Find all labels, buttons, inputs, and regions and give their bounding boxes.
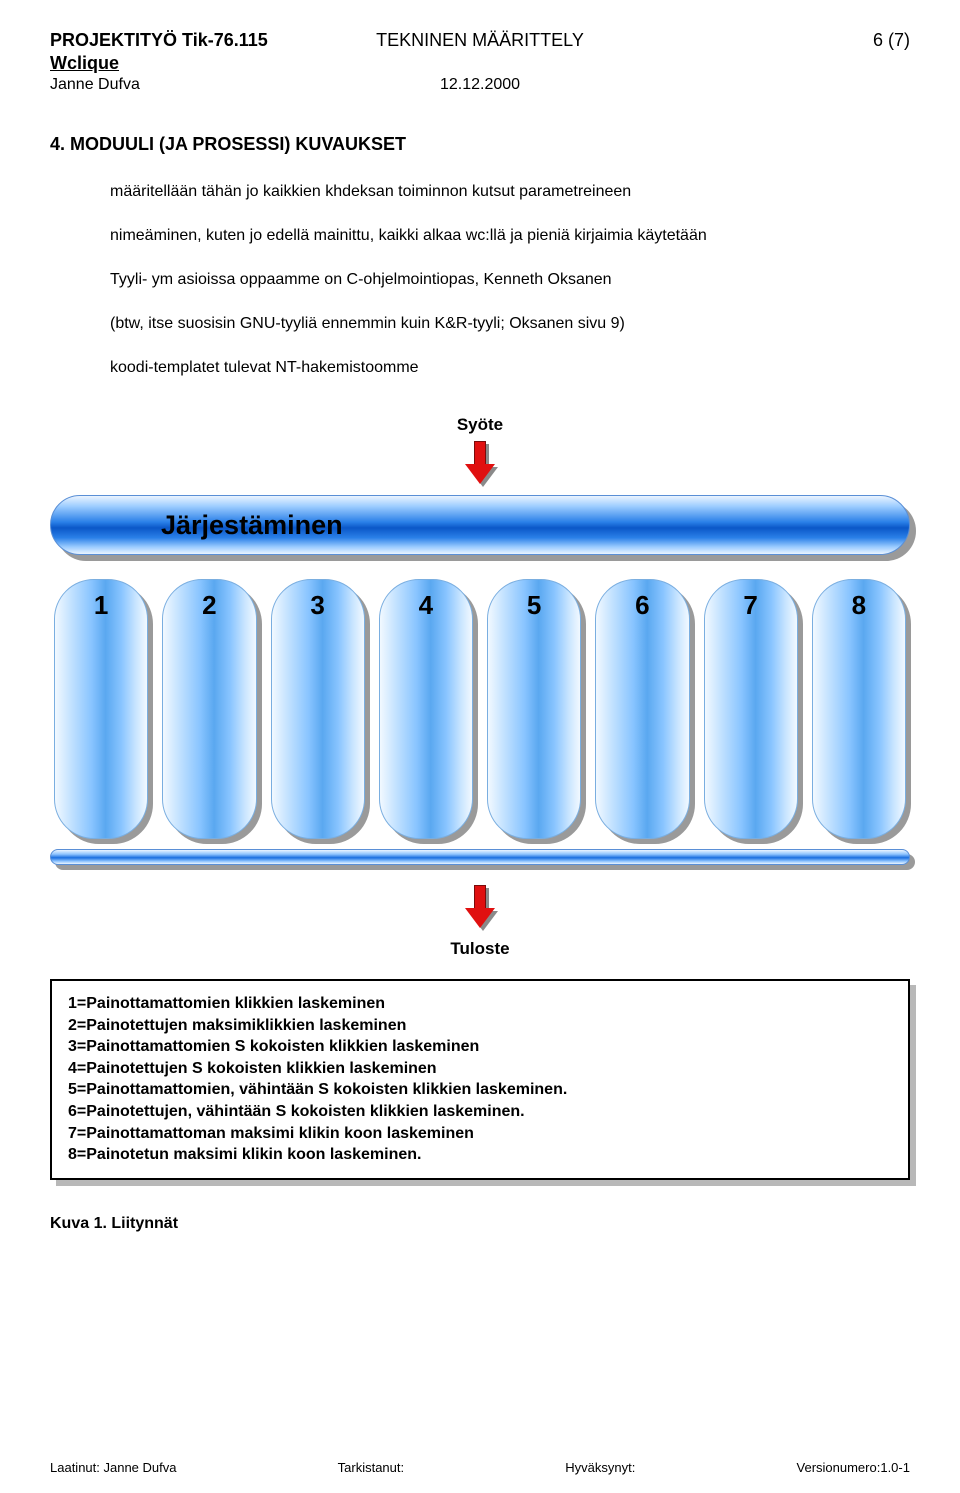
process-column: 5	[487, 579, 581, 839]
legend-line: 7=Painottamattoman maksimi klikin koon l…	[68, 1123, 892, 1145]
project-id: PROJEKTITYÖ Tik-76.115	[50, 30, 337, 51]
legend-line: 8=Painotetun maksimi klikin koon laskemi…	[68, 1144, 892, 1166]
subtitle: Wclique	[50, 53, 337, 74]
body-para: nimeäminen, kuten jo edellä mainittu, ka…	[110, 224, 910, 248]
legend-line: 3=Painottamattomien S kokoisten klikkien…	[68, 1036, 892, 1058]
column-number: 7	[743, 590, 757, 621]
document-header: PROJEKTITYÖ Tik-76.115 TEKNINEN MÄÄRITTE…	[50, 30, 910, 94]
footer-author: Laatinut: Janne Dufva	[50, 1460, 176, 1475]
column-number: 8	[852, 590, 866, 621]
legend-box: 1=Painottamattomien klikkien laskeminen …	[50, 979, 910, 1180]
column-number: 1	[94, 590, 108, 621]
output-label: Tuloste	[50, 939, 910, 959]
main-process-pill: Järjestäminen	[50, 495, 910, 561]
section-title: 4. MODUULI (JA PROSESSI) KUVAUKSET	[50, 134, 910, 155]
main-process-label: Järjestäminen	[161, 510, 343, 541]
process-column: 2	[162, 579, 256, 839]
figure-caption: Kuva 1. Liitynnät	[50, 1215, 910, 1233]
process-diagram: Syöte Järjestäminen 1 2 3 4 5 6 7 8	[50, 415, 910, 1180]
body-para: koodi-templatet tulevat NT-hakemistoomme	[110, 356, 910, 380]
footer-version: Versionumero:1.0-1	[797, 1460, 910, 1475]
document-footer: Laatinut: Janne Dufva Tarkistanut: Hyväk…	[50, 1460, 910, 1475]
column-number: 6	[635, 590, 649, 621]
body-para: määritellään tähän jo kaikkien khdeksan …	[110, 180, 910, 204]
column-number: 3	[310, 590, 324, 621]
body-para: Tyyli- ym asioissa oppaamme on C-ohjelmo…	[110, 268, 910, 292]
process-column: 6	[595, 579, 689, 839]
author: Janne Dufva	[50, 76, 337, 94]
process-column: 1	[54, 579, 148, 839]
legend-line: 2=Painotettujen maksimiklikkien laskemin…	[68, 1015, 892, 1037]
arrow-down-icon	[465, 885, 495, 929]
process-column: 7	[704, 579, 798, 839]
footer-approver: Hyväksynyt:	[565, 1460, 635, 1475]
column-number: 4	[419, 590, 433, 621]
footer-reviewer: Tarkistanut:	[338, 1460, 404, 1475]
process-column: 3	[271, 579, 365, 839]
input-label: Syöte	[50, 415, 910, 435]
legend-line: 1=Painottamattomien klikkien laskeminen	[68, 993, 892, 1015]
column-number: 5	[527, 590, 541, 621]
body-para: (btw, itse suosisin GNU-tyyliä ennemmin …	[110, 312, 910, 336]
page-number: 6 (7)	[623, 30, 910, 51]
doc-type: TEKNINEN MÄÄRITTELY	[337, 30, 624, 51]
process-column: 8	[812, 579, 906, 839]
column-number: 2	[202, 590, 216, 621]
process-columns: 1 2 3 4 5 6 7 8	[50, 579, 910, 839]
legend-line: 6=Painotettujen, vähintään S kokoisten k…	[68, 1101, 892, 1123]
base-bar	[50, 849, 910, 871]
arrow-down-icon	[465, 441, 495, 485]
process-column: 4	[379, 579, 473, 839]
date: 12.12.2000	[337, 76, 624, 94]
legend-line: 5=Painottamattomien, vähintään S kokoist…	[68, 1079, 892, 1101]
legend-line: 4=Painotettujen S kokoisten klikkien las…	[68, 1058, 892, 1080]
